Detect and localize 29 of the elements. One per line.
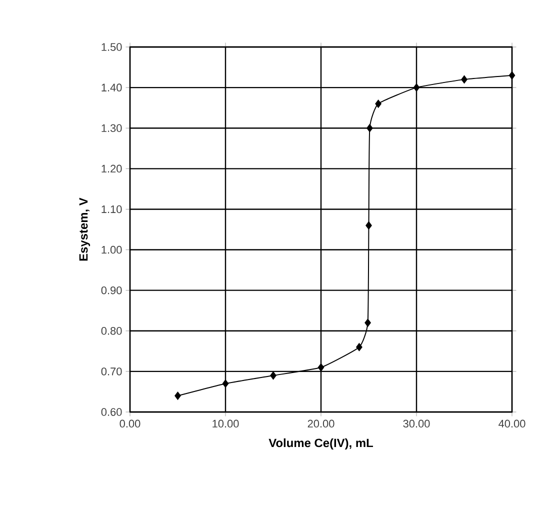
y-tick-label: 0.70 xyxy=(101,368,122,376)
y-axis-title: Esystem, V xyxy=(79,198,90,261)
x-tick-label: 10.00 xyxy=(212,420,239,428)
x-tick-label: 40.00 xyxy=(498,420,526,428)
y-tick-label: 0.60 xyxy=(101,408,122,416)
point xyxy=(366,124,373,132)
y-tick-label: 0.80 xyxy=(101,327,122,335)
point xyxy=(364,318,371,327)
y-tick-label: 1.20 xyxy=(102,164,122,173)
point xyxy=(318,363,324,372)
point xyxy=(375,100,382,108)
point xyxy=(174,392,181,400)
point xyxy=(356,343,362,352)
point xyxy=(508,71,516,80)
y-tick-label: 0.90 xyxy=(101,286,122,294)
x-tick-label: 0.00 xyxy=(120,420,140,428)
x-tick-label: 30.00 xyxy=(403,420,430,428)
point xyxy=(222,380,229,388)
y-tick-label: 1.50 xyxy=(102,43,122,51)
y-tick-label: 1.40 xyxy=(102,84,122,92)
point xyxy=(270,372,276,380)
x-axis-title: Volume Ce(IV), mL xyxy=(268,438,373,450)
point xyxy=(366,221,372,230)
point xyxy=(461,75,468,84)
y-tick-label: 1.30 xyxy=(102,124,122,132)
point xyxy=(413,84,420,92)
y-tick-label: 1.00 xyxy=(102,246,122,254)
x-tick-label: 20.00 xyxy=(308,420,334,428)
y-tick-label: 1.10 xyxy=(102,205,122,214)
